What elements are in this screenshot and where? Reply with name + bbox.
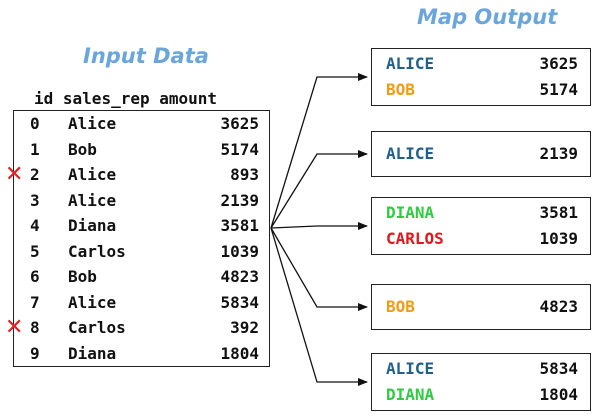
- arrow: [270, 222, 368, 230]
- row-sales-rep: Carlos: [68, 318, 126, 337]
- table-row: 6 Bob 4823: [14, 264, 269, 290]
- row-amount: 5174: [220, 139, 259, 159]
- output-key: CARLOS: [386, 229, 444, 248]
- output-line: DIANA 1804: [372, 382, 590, 408]
- table-row: 7 Alice 5834: [14, 290, 269, 316]
- row-sales-rep: Alice: [68, 190, 117, 210]
- map-output-box: ALICE 5834 DIANA 1804: [371, 353, 591, 411]
- map-output-box: ALICE 2139: [371, 131, 591, 177]
- input-table: 0 Alice 3625 1 Bob 5174 2 Alice 893 ✕ 3 Alice 2139 4 D…: [5, 110, 270, 367]
- table-header: id sales_rep amount: [34, 89, 217, 108]
- header-id: id: [34, 89, 54, 108]
- row-id: 4: [30, 216, 40, 235]
- row-id: 5: [30, 241, 40, 261]
- output-value: 5174: [539, 80, 578, 99]
- row-id: 9: [30, 343, 40, 363]
- row-amount: 1039: [220, 241, 259, 261]
- row-amount: 3581: [220, 216, 259, 235]
- output-value: 3581: [539, 203, 578, 222]
- row-id: 7: [30, 292, 40, 312]
- row-amount: 392: [230, 318, 259, 337]
- input-data-title: Input Data: [83, 44, 209, 68]
- output-key: ALICE: [386, 359, 435, 378]
- output-line: BOB 4823: [372, 294, 590, 320]
- row-id: 0: [30, 114, 40, 133]
- row-amount: 3625: [220, 114, 259, 133]
- header-sales-rep: sales_rep: [62, 89, 150, 108]
- row-amount: 4823: [220, 267, 259, 286]
- row-amount: 5834: [220, 292, 259, 312]
- output-line: CARLOS 1039: [372, 226, 590, 252]
- header-amount: amount: [159, 89, 218, 108]
- output-line: ALICE 2139: [372, 141, 590, 167]
- row-amount: 2139: [220, 190, 259, 210]
- output-value: 4823: [539, 297, 578, 316]
- row-amount: 1804: [220, 343, 259, 363]
- map-output-title: Map Output: [417, 5, 558, 29]
- removed-x-icon: ✕: [5, 315, 24, 340]
- row-sales-rep: Carlos: [68, 241, 126, 261]
- arrow: [270, 150, 368, 229]
- output-line: DIANA 3581: [372, 200, 590, 226]
- output-line: ALICE 5834: [372, 356, 590, 382]
- row-id: 3: [30, 190, 40, 210]
- row-sales-rep: Alice: [68, 165, 117, 184]
- row-sales-rep: Bob: [68, 267, 97, 286]
- output-key: ALICE: [386, 144, 435, 163]
- table-row: 8 Carlos 392 ✕: [5, 315, 269, 341]
- row-sales-rep: Alice: [68, 114, 117, 133]
- row-id: 6: [30, 267, 40, 286]
- table-row: 4 Diana 3581: [14, 213, 269, 239]
- output-key: BOB: [386, 80, 415, 99]
- table-row: 1 Bob 5174: [14, 137, 269, 163]
- output-value: 1039: [539, 229, 578, 248]
- row-id: 2: [30, 165, 40, 184]
- output-value: 2139: [539, 144, 578, 163]
- output-key: DIANA: [386, 203, 435, 222]
- output-key: DIANA: [386, 385, 435, 404]
- output-value: 1804: [539, 385, 578, 404]
- arrow: [270, 73, 368, 229]
- row-sales-rep: Bob: [68, 139, 97, 159]
- output-key: ALICE: [386, 54, 435, 73]
- map-output-box: BOB 4823: [371, 284, 591, 330]
- output-value: 3625: [539, 54, 578, 73]
- arrow: [270, 227, 368, 386]
- row-id: 1: [30, 139, 40, 159]
- table-row: 5 Carlos 1039: [14, 239, 269, 265]
- map-output-box: DIANA 3581 CARLOS 1039: [371, 197, 591, 255]
- row-sales-rep: Diana: [68, 343, 117, 363]
- arrow: [270, 227, 368, 311]
- row-id: 8: [30, 318, 40, 337]
- output-line: ALICE 3625: [372, 51, 590, 77]
- table-row: 0 Alice 3625: [14, 111, 269, 137]
- row-sales-rep: Alice: [68, 292, 117, 312]
- map-output-box: ALICE 3625 BOB 5174: [371, 48, 591, 106]
- output-value: 5834: [539, 359, 578, 378]
- table-row: 2 Alice 893 ✕: [5, 162, 269, 188]
- output-key: BOB: [386, 297, 415, 316]
- row-amount: 893: [230, 165, 259, 184]
- table-row: 3 Alice 2139: [14, 188, 269, 214]
- output-line: BOB 5174: [372, 77, 590, 103]
- table-row: 9 Diana 1804: [14, 341, 269, 367]
- row-sales-rep: Diana: [68, 216, 117, 235]
- removed-x-icon: ✕: [5, 162, 24, 187]
